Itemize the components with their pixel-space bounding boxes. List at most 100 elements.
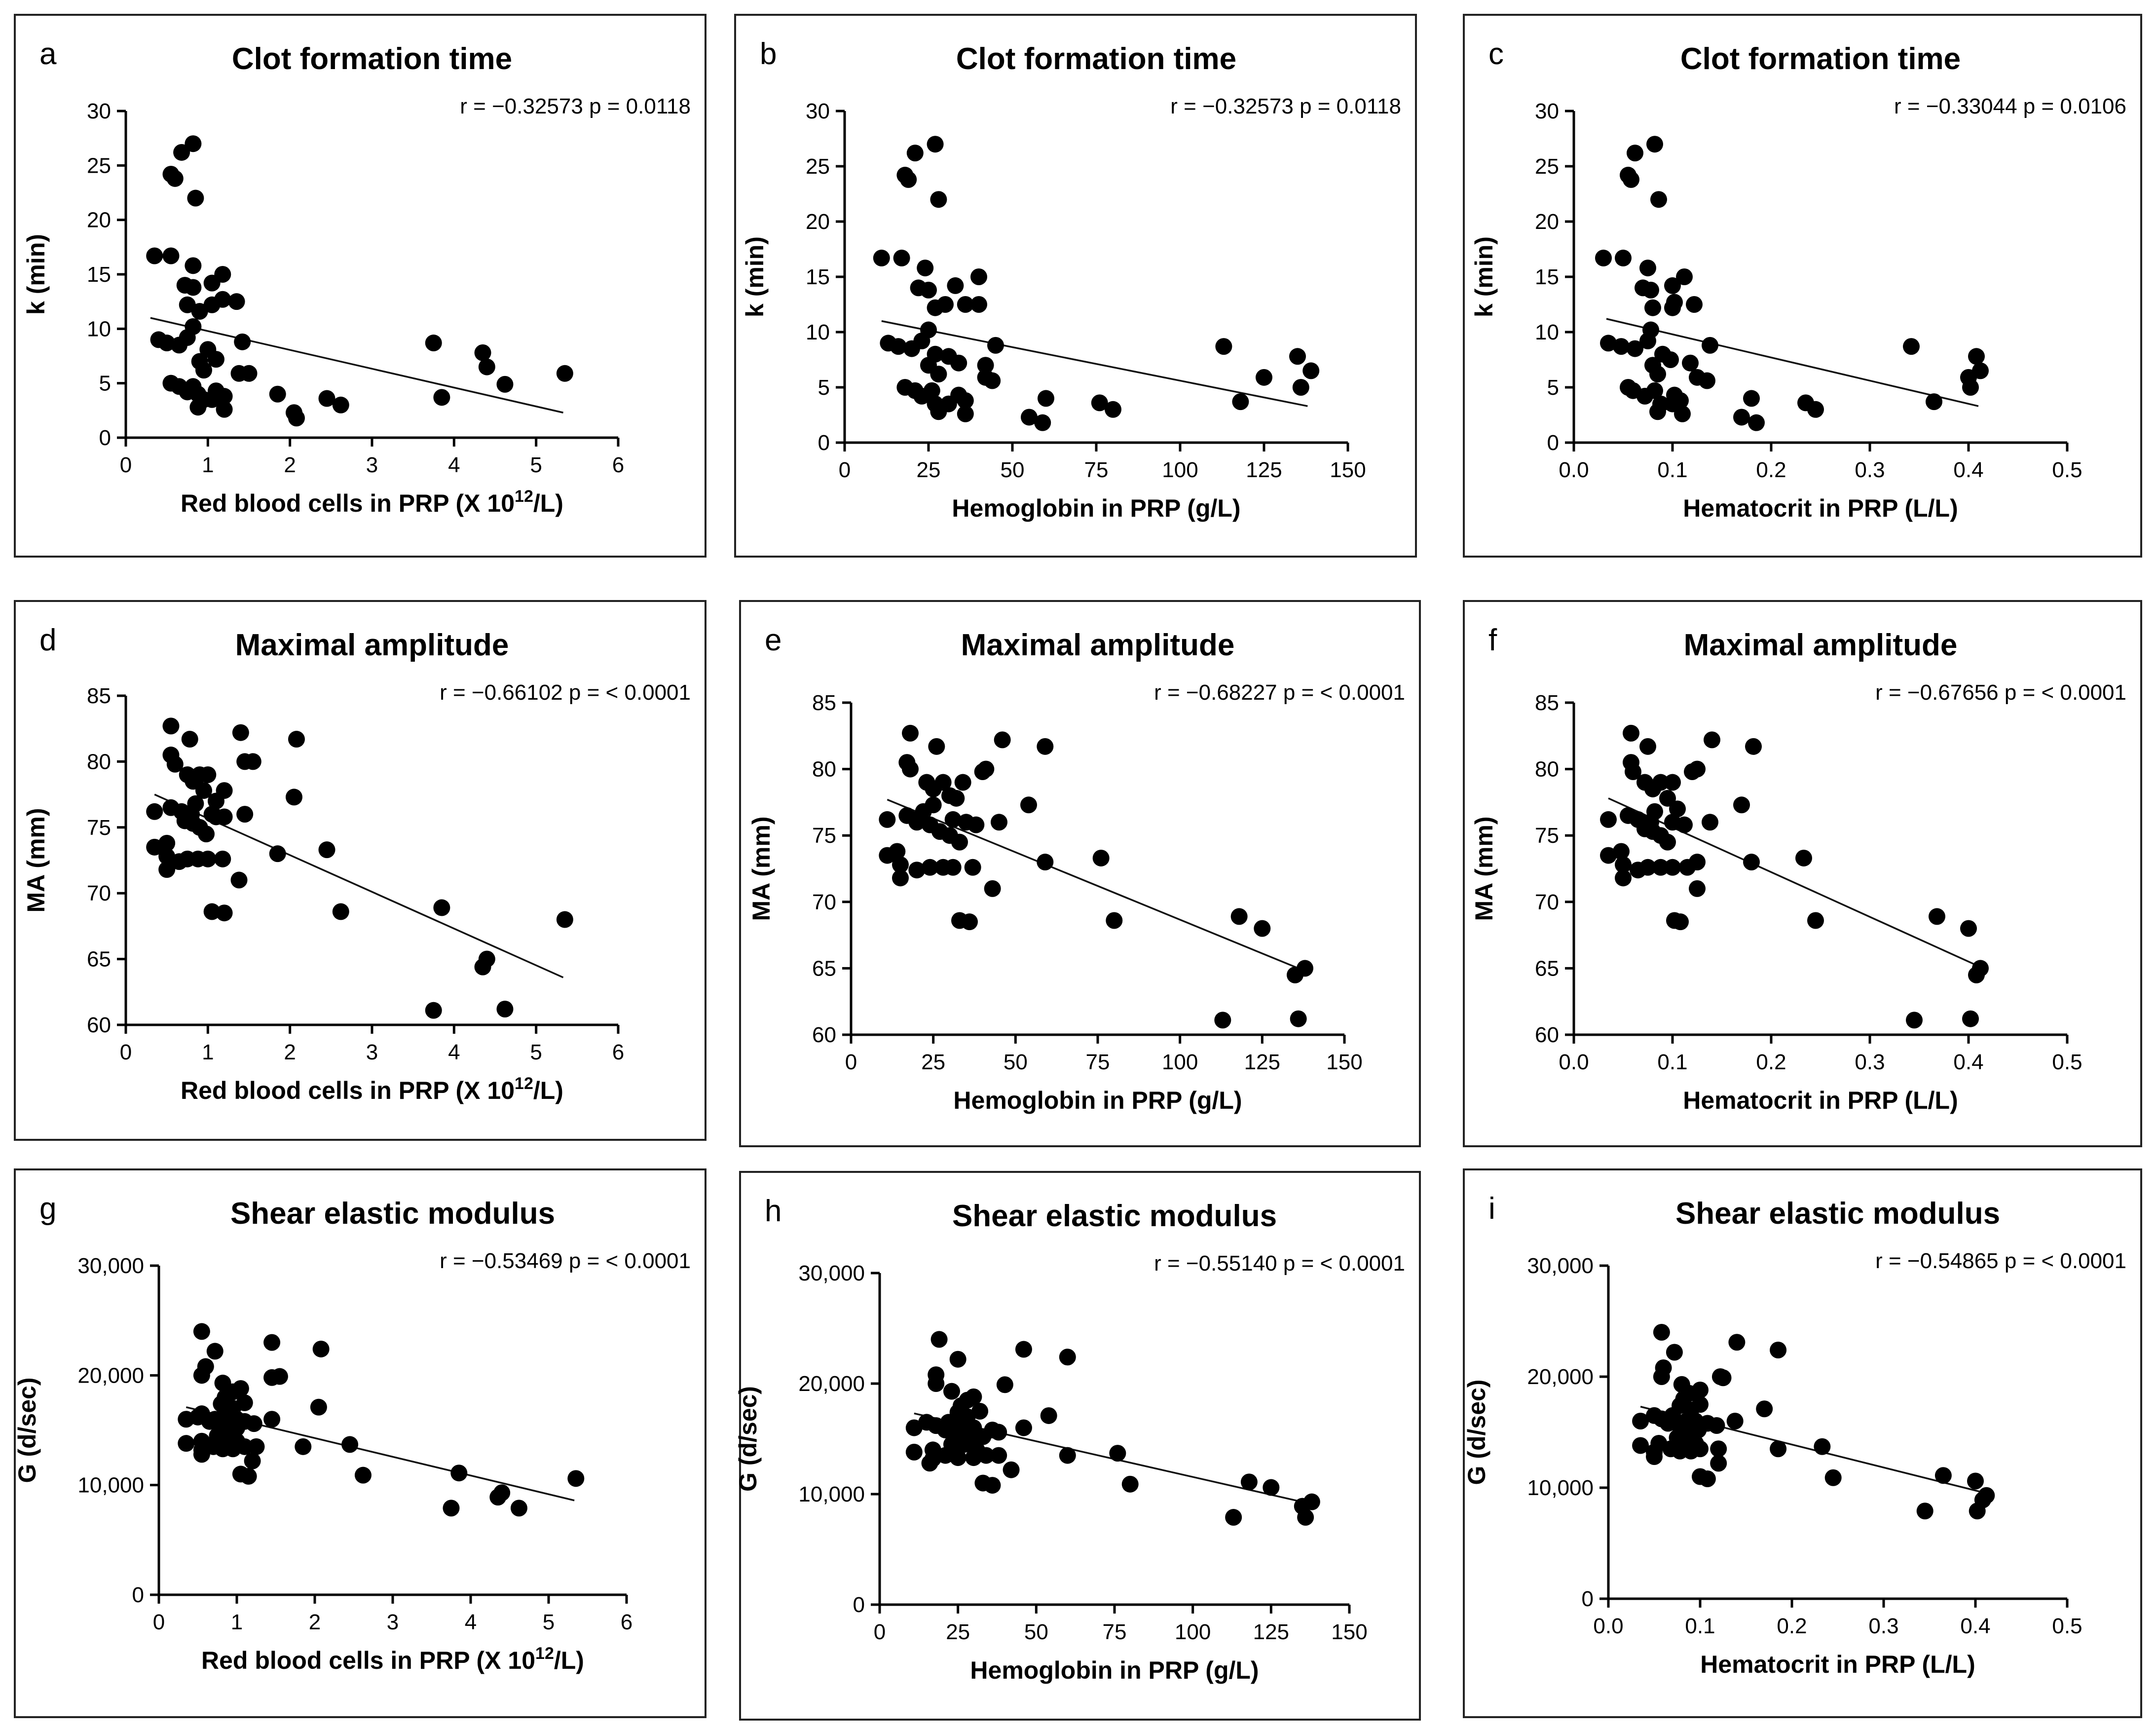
y-tick-label: 30,000 [1527, 1254, 1594, 1278]
data-point [1600, 335, 1617, 352]
data-point [1613, 843, 1630, 860]
x-tick-label: 1 [202, 453, 214, 477]
x-tick-label: 6 [621, 1610, 632, 1634]
x-tick-label: 100 [1175, 1620, 1211, 1644]
data-point [193, 1323, 210, 1340]
x-tick-label: 5 [530, 453, 542, 477]
data-point [879, 811, 896, 828]
y-tick-label: 10,000 [1527, 1476, 1594, 1500]
data-point [987, 337, 1004, 354]
panel-h: h Shear elastic modulus r = −0.55140 p = <… [734, 1171, 1421, 1721]
x-tick-label: 4 [448, 453, 460, 477]
data-point [1699, 372, 1715, 389]
data-point [207, 351, 224, 368]
data-point [1756, 1400, 1773, 1418]
data-point [1962, 1010, 1979, 1027]
x-tick-label: 4 [465, 1610, 477, 1634]
data-point [1978, 1487, 1995, 1504]
data-point [923, 382, 940, 399]
x-tick-label: 0 [153, 1610, 165, 1634]
panel-frame [1463, 1168, 2142, 1718]
data-point [162, 247, 180, 264]
x-axis-label-unit: /L) [533, 1077, 563, 1104]
x-tick-label: 0 [839, 458, 851, 482]
data-point [1232, 393, 1249, 411]
data-point [1649, 403, 1666, 420]
y-tick-label: 20,000 [1527, 1365, 1594, 1389]
data-point [1960, 920, 1977, 937]
x-axis-label-text: Hemoglobin in PRP (g/L) [953, 1087, 1242, 1114]
x-tick-label: 150 [1331, 1620, 1367, 1644]
data-point [903, 340, 920, 357]
data-point [236, 806, 254, 823]
data-point [1639, 332, 1656, 349]
data-point [905, 1443, 923, 1461]
data-point [496, 376, 514, 393]
y-tick-label: 80 [87, 750, 111, 774]
panel-letter: g [39, 1192, 56, 1226]
x-tick-label: 25 [917, 458, 941, 482]
data-point [1807, 401, 1824, 418]
data-point [1672, 913, 1689, 931]
x-axis-label-text: Hematocrit in PRP (L/L) [1683, 494, 1958, 522]
data-point [873, 249, 890, 266]
data-point [195, 782, 213, 799]
data-point [1106, 912, 1123, 929]
panel-f: f Maximal amplitude r = −0.67656 p = < 0.0… [1463, 600, 2142, 1147]
data-point [991, 814, 1007, 831]
y-tick-label: 20 [806, 210, 830, 234]
x-tick-label: 0.0 [1593, 1614, 1623, 1638]
x-tick-label: 125 [1244, 1050, 1280, 1074]
y-tick-label: 20 [1535, 210, 1559, 234]
data-point [173, 144, 190, 161]
data-point [1972, 960, 1989, 977]
data-point [1702, 337, 1718, 354]
chart-title: Shear elastic modulus [952, 1199, 1277, 1233]
y-tick-label: 15 [806, 265, 830, 289]
data-point [957, 405, 974, 422]
panel-e: e Maximal amplitude r = −0.68227 p = < 0.0… [739, 600, 1421, 1147]
x-axis-label-text: Red blood cells in PRP (X 10 [181, 489, 515, 517]
data-point [1646, 382, 1663, 399]
data-point [950, 354, 967, 372]
data-point [1037, 854, 1054, 871]
x-tick-label: 3 [387, 1610, 399, 1634]
data-point [930, 191, 947, 208]
x-tick-label: 50 [1004, 1050, 1028, 1074]
correlation-stat: r = −0.68227 p = < 0.0001 [1154, 680, 1405, 705]
data-point [1669, 800, 1686, 818]
data-point [1699, 1470, 1716, 1487]
y-tick-label: 10,000 [77, 1473, 144, 1498]
data-point [248, 1438, 265, 1455]
data-point [1659, 833, 1676, 851]
data-point [893, 249, 910, 266]
data-point [1726, 1413, 1744, 1429]
data-point [1256, 369, 1272, 386]
x-tick-label: 75 [1086, 1050, 1110, 1074]
data-point [162, 717, 180, 735]
data-point [195, 362, 213, 379]
data-point [984, 372, 1001, 389]
data-point [1650, 191, 1667, 208]
y-tick-label: 20,000 [77, 1363, 144, 1388]
x-axis-label: Red blood cells in PRP (X 1012/L) [181, 1074, 563, 1104]
data-point [1710, 1440, 1727, 1458]
y-tick-label: 80 [812, 757, 836, 782]
y-tick-label: 65 [812, 956, 836, 980]
data-point [984, 1477, 1001, 1494]
panel-letter: h [765, 1194, 781, 1228]
data-point [187, 189, 204, 207]
data-point [964, 859, 981, 876]
data-point [146, 803, 163, 820]
x-axis-label: Hemoglobin in PRP (g/L) [970, 1656, 1259, 1684]
y-tick-label: 0 [853, 1593, 865, 1617]
data-point [173, 803, 190, 820]
data-point [944, 859, 962, 876]
data-point [496, 1000, 514, 1017]
x-tick-label: 0.2 [1756, 1050, 1786, 1074]
data-point [433, 899, 450, 916]
data-point [1967, 1472, 1984, 1490]
data-point [1623, 171, 1639, 188]
data-point [1646, 136, 1663, 153]
data-point [920, 281, 937, 299]
